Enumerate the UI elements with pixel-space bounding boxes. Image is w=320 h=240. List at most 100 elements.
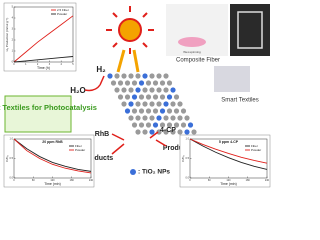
lattice-node bbox=[152, 80, 159, 86]
cp-label: 4-CP bbox=[160, 127, 176, 134]
lattice-node bbox=[152, 108, 159, 114]
lattice-node bbox=[124, 108, 131, 114]
lattice-node bbox=[166, 94, 173, 100]
x-axis-label: Time (min) bbox=[220, 182, 237, 186]
x-tick-label: 180 bbox=[246, 179, 251, 182]
x-tick-label: 3 bbox=[49, 63, 51, 66]
lattice-node bbox=[166, 80, 173, 86]
lattice-node bbox=[145, 94, 152, 100]
smart-textiles-label: Smart Textiles bbox=[221, 98, 259, 104]
lattice-node bbox=[142, 87, 148, 93]
arrow bbox=[149, 131, 167, 147]
x-tick-label: 240 bbox=[89, 179, 94, 182]
x-tick-label: 1 bbox=[25, 63, 27, 66]
x-tick-label: 120 bbox=[50, 179, 55, 182]
lattice-node bbox=[142, 73, 148, 79]
lattice-node bbox=[135, 101, 141, 107]
lattice-node bbox=[142, 115, 148, 121]
lattice-node bbox=[163, 115, 169, 121]
lattice-node bbox=[107, 73, 113, 79]
lattice-node bbox=[156, 115, 162, 121]
y-tick-label: 5 bbox=[12, 6, 14, 9]
lattice-node bbox=[173, 122, 180, 128]
x-tick-label: 2 bbox=[37, 63, 39, 66]
fiber-frame bbox=[237, 11, 263, 49]
sun bbox=[106, 6, 154, 73]
lattice-node bbox=[135, 87, 141, 93]
x-tick-label: 5 bbox=[72, 63, 74, 66]
np-legend: : TiO₂ NPs bbox=[138, 169, 170, 176]
arrow bbox=[84, 84, 101, 92]
y-tick-label: 1 bbox=[12, 50, 14, 53]
x-tick-label: 0 bbox=[13, 179, 15, 182]
lattice-node bbox=[149, 101, 155, 107]
lattice-node bbox=[131, 122, 138, 128]
y-tick-label: 0.0 bbox=[186, 177, 190, 180]
lattice-node bbox=[149, 129, 155, 135]
lattice-node bbox=[170, 115, 176, 121]
lattice-node bbox=[124, 94, 131, 100]
lattice-node bbox=[117, 80, 124, 86]
y-axis-label: H₂ Production (mmol g⁻¹) bbox=[5, 18, 9, 52]
lattice-node bbox=[145, 108, 152, 114]
lattice-node bbox=[166, 108, 173, 114]
products-left: Products bbox=[83, 155, 113, 162]
lattice-node bbox=[138, 94, 145, 100]
lattice-node bbox=[138, 108, 145, 114]
x-axis-label: Time (h) bbox=[37, 66, 50, 70]
lattice-node bbox=[124, 80, 131, 86]
legend-label: 2.5 Fiber bbox=[57, 8, 69, 12]
lattice-node bbox=[110, 80, 117, 86]
x-tick-label: 120 bbox=[226, 179, 231, 182]
lattice-node bbox=[159, 108, 166, 114]
x-tick-label: 4 bbox=[61, 63, 63, 66]
lattice-node bbox=[170, 129, 176, 135]
lattice-node bbox=[177, 129, 183, 135]
y-tick-label: 4 bbox=[12, 17, 14, 20]
lattice-node bbox=[170, 87, 176, 93]
lattice-node bbox=[114, 87, 120, 93]
lattice-node bbox=[159, 80, 166, 86]
lattice-node bbox=[177, 115, 183, 121]
lattice-node bbox=[117, 94, 124, 100]
lattice-node bbox=[131, 94, 138, 100]
series-line bbox=[189, 138, 268, 170]
chart-title: 20 ppm RhB bbox=[42, 140, 63, 144]
lattice-node bbox=[184, 129, 190, 135]
lattice-node bbox=[187, 122, 194, 128]
lattice-node bbox=[138, 80, 145, 86]
lattice-node bbox=[142, 129, 148, 135]
x-tick-label: 240 bbox=[265, 179, 270, 182]
lattice-node bbox=[159, 122, 166, 128]
lattice-node bbox=[173, 94, 180, 100]
x-tick-label: 0 bbox=[189, 179, 191, 182]
y-tick-label: 2 bbox=[12, 39, 14, 42]
lattice-node bbox=[128, 101, 134, 107]
plot-area bbox=[13, 6, 74, 63]
lattice-node bbox=[131, 108, 138, 114]
lattice-node bbox=[145, 122, 152, 128]
rhb-label: RhB bbox=[95, 131, 109, 138]
lattice-node bbox=[135, 129, 141, 135]
lattice-node bbox=[121, 73, 127, 79]
lattice-node bbox=[159, 94, 166, 100]
np-legend-dot bbox=[130, 169, 136, 175]
arrow bbox=[99, 75, 105, 86]
legend-label: Powder bbox=[251, 148, 261, 152]
lattice-node bbox=[163, 129, 169, 135]
lattice-node bbox=[131, 80, 138, 86]
composite-fiber-label: Composite Fiber bbox=[176, 58, 220, 64]
lattice-node bbox=[163, 101, 169, 107]
h2-label: H₂ bbox=[96, 65, 106, 74]
lattice-node bbox=[156, 87, 162, 93]
legend-label: Powder bbox=[75, 148, 85, 152]
lattice-node bbox=[156, 129, 162, 135]
graphical-abstract: Smart Textiles for Photocatalysis Wet-sp… bbox=[0, 2, 271, 188]
products-right: Products bbox=[163, 145, 193, 152]
arrow bbox=[111, 133, 125, 155]
title-box bbox=[4, 95, 72, 133]
lattice-node bbox=[163, 87, 169, 93]
y-tick-label: 0 bbox=[12, 61, 14, 64]
lattice-node bbox=[145, 80, 152, 86]
lattice-node bbox=[135, 73, 141, 79]
